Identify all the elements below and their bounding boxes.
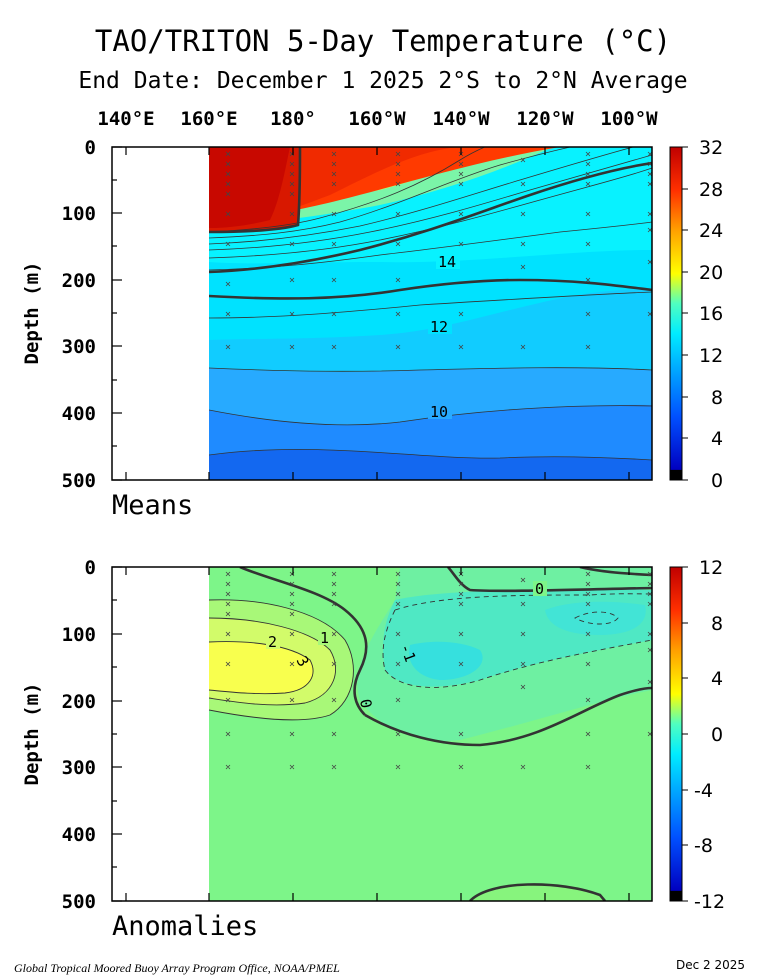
footer-date: Dec 2 2025	[676, 958, 745, 972]
chart-subtitle: End Date: December 1 2025 2°S to 2°N Ave…	[78, 68, 687, 94]
means-contour-labels: 14 12 10	[428, 253, 460, 421]
label-bg	[428, 404, 452, 419]
colorbar-tick: 4	[711, 428, 723, 450]
means-contours	[209, 147, 652, 461]
depth-tick: 300	[62, 336, 96, 358]
colorbar-tick: 20	[699, 262, 723, 284]
depth-tick: 400	[62, 403, 96, 425]
anom-dashed-contours	[382, 593, 652, 688]
means-bold-contours	[209, 147, 652, 300]
anomalies-colorbar	[669, 566, 683, 902]
lon-label: 100°W	[600, 108, 658, 130]
means-ylabel: Depth (m)	[21, 262, 43, 365]
anom-bold-contours	[239, 567, 652, 901]
colorbar-tick: -8	[694, 835, 713, 857]
lon-label: 120°W	[516, 108, 574, 130]
colorbar-tick: 24	[699, 220, 723, 242]
means-fill-30	[209, 147, 290, 228]
anom-fill-cool-core	[409, 641, 483, 680]
colorbar-tick: 8	[711, 613, 723, 635]
anomalies-ylabel: Depth (m)	[21, 683, 43, 786]
colorbar-tick: 0	[711, 724, 723, 746]
label-bg	[436, 254, 460, 269]
means-ticks	[112, 146, 630, 481]
anom-contour-labels: 2 1 3 0 -1 0	[266, 580, 547, 710]
colorbar-tick: 4	[711, 668, 723, 690]
chart-title: TAO/TRITON 5-Day Temperature (°C)	[95, 24, 671, 58]
depth-tick: 100	[62, 624, 96, 646]
anomalies-panel	[209, 567, 652, 901]
means-panel	[209, 147, 652, 480]
contour-label-0b: 0	[535, 580, 544, 598]
anom-colorbar-ticks	[682, 566, 688, 902]
colorbar-tick: -12	[694, 891, 725, 913]
depth-tick: 400	[62, 824, 96, 846]
colorbar-tick: 16	[699, 303, 723, 325]
depth-tick: 200	[62, 691, 96, 713]
label-bg	[266, 634, 280, 649]
footer-credit: Global Tropical Moored Buoy Array Progra…	[14, 961, 340, 975]
contour-label-2: 2	[268, 633, 277, 651]
colorbar-tick: 8	[711, 387, 723, 409]
depth-tick: 500	[62, 470, 96, 492]
means-colorbar	[669, 146, 683, 481]
label-bg	[533, 581, 547, 596]
depth-tick: 100	[62, 203, 96, 225]
contour-label-1: 1	[320, 629, 329, 647]
depth-tick: 500	[62, 891, 96, 913]
colorbar-tick: 32	[699, 137, 723, 159]
contour-label-10: 10	[430, 403, 448, 421]
contour-label-0a: 0	[356, 698, 375, 710]
anom-markers	[225, 571, 652, 770]
depth-tick: 0	[85, 137, 96, 159]
anom-contours	[209, 599, 354, 721]
lon-label: 180°	[270, 108, 316, 130]
depth-tick: 0	[85, 557, 96, 579]
colorbar-tick: 12	[699, 345, 723, 367]
colorbar-tick: 28	[699, 179, 723, 201]
lon-label: 140°W	[432, 108, 490, 130]
colorbar-tick: -4	[694, 780, 713, 802]
means-colorbar-ticks	[682, 146, 688, 481]
label-bg	[318, 630, 332, 645]
colorbar-tick: 12	[699, 557, 723, 579]
lon-label: 160°W	[348, 108, 406, 130]
depth-tick: 300	[62, 757, 96, 779]
label-bg	[428, 319, 452, 334]
contour-label-neg1: -1	[396, 641, 419, 664]
anom-fill-cool-east	[545, 601, 646, 635]
means-markers	[225, 151, 652, 350]
anom-fill-warm-3	[209, 641, 313, 694]
contour-label-14: 14	[438, 253, 456, 271]
anom-ticks	[112, 566, 630, 902]
anomalies-panel-label: Anomalies	[112, 911, 258, 942]
colorbar-tick: 0	[711, 470, 723, 492]
depth-tick: 200	[62, 270, 96, 292]
lon-label: 160°E	[180, 108, 237, 130]
contour-label-12: 12	[430, 318, 448, 336]
lon-label: 140°E	[97, 108, 154, 130]
means-panel-label: Means	[112, 490, 193, 521]
